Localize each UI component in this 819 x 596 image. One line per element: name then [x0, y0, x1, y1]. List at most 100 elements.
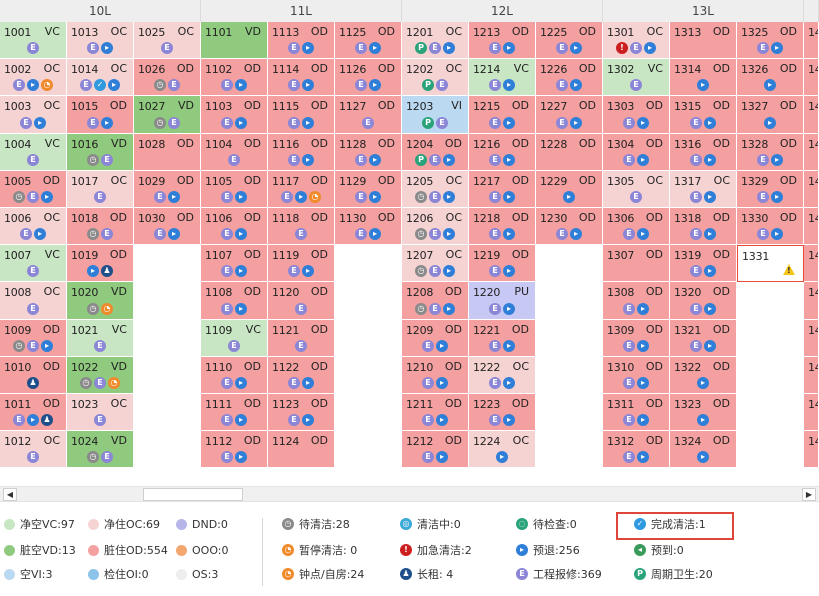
room-cell[interactable]: 1122 OD E ▸	[268, 356, 335, 394]
room-cell[interactable]: 1210 OD E ▸	[402, 356, 469, 394]
room-cell[interactable]: 14	[804, 59, 819, 97]
room-cell[interactable]: 1011 OD E ▸ ♟	[0, 394, 67, 432]
room-cell[interactable]: 1004 VC E	[0, 133, 67, 171]
room-cell[interactable]: 1204 OD P E ▸	[402, 133, 469, 171]
room-cell[interactable]: 1022 VD ◷ E ◔	[67, 356, 134, 394]
room-cell[interactable]: 1126 OD E ▸	[335, 59, 402, 97]
room-cell[interactable]: 1217 OD E ▸	[469, 170, 536, 208]
room-cell[interactable]: 1308 OD E ▸	[603, 282, 670, 320]
room-cell[interactable]: 1129 OD E ▸	[335, 170, 402, 208]
room-cell[interactable]: 1317 OC E ▸	[670, 170, 737, 208]
room-cell[interactable]: 1003 OC E ▸	[0, 96, 67, 134]
room-cell[interactable]: 1327 OD ▸	[737, 96, 804, 134]
room-cell[interactable]: 1020 VD ◷ ◔	[67, 282, 134, 320]
room-cell[interactable]: 1310 OD E ▸	[603, 356, 670, 394]
room-cell[interactable]: 1007 VC E	[0, 245, 67, 283]
room-cell[interactable]: 1201 OC P E ▸	[402, 22, 469, 60]
room-cell[interactable]: 1005 OD ◷ E ▸	[0, 170, 67, 208]
room-cell[interactable]: 1214 VC E ▸	[469, 59, 536, 97]
room-cell[interactable]: 14	[804, 22, 819, 60]
room-cell[interactable]: 1324 OD ▸	[670, 431, 737, 469]
room-cell[interactable]: 1320 OD E ▸	[670, 282, 737, 320]
room-cell[interactable]: 1225 OD E ▸	[536, 22, 603, 60]
room-cell[interactable]: 14	[804, 356, 819, 394]
room-cell[interactable]: 1230 OD E ▸	[536, 208, 603, 246]
room-cell[interactable]: 1302 VC E	[603, 59, 670, 97]
room-cell[interactable]: 1315 OD E ▸	[670, 96, 737, 134]
room-cell[interactable]: 1014 OC E ✓ ▸	[67, 59, 134, 97]
room-cell[interactable]: 1130 OD E ▸	[335, 208, 402, 246]
room-cell[interactable]: 1118 OD E	[268, 208, 335, 246]
room-cell[interactable]: 1101 VD	[201, 22, 268, 60]
room-cell[interactable]: 1105 OD E ▸	[201, 170, 268, 208]
room-cell[interactable]: 1329 OD E ▸	[737, 170, 804, 208]
room-cell[interactable]: 1213 OD E ▸	[469, 22, 536, 60]
room-cell[interactable]: 1119 OD E ▸	[268, 245, 335, 283]
room-cell[interactable]: 1024 VD ◷ E	[67, 431, 134, 469]
room-cell[interactable]: 1314 OD ▸	[670, 59, 737, 97]
room-cell[interactable]: 1223 OD E ▸	[469, 394, 536, 432]
room-cell[interactable]: 1221 OD E ▸	[469, 319, 536, 357]
room-cell[interactable]: 1026 OD ◷ E	[134, 59, 201, 97]
room-cell[interactable]: 1019 OD ▸ ♟	[67, 245, 134, 283]
room-cell[interactable]: 1303 OD E ▸	[603, 96, 670, 134]
room-cell[interactable]: 14	[804, 133, 819, 171]
room-cell[interactable]: 1301 OC! E ▸	[603, 22, 670, 60]
room-cell[interactable]: 14	[804, 245, 819, 283]
room-cell[interactable]: 1012 OC E	[0, 431, 67, 469]
room-cell[interactable]: 1027 VD ◷ E	[134, 96, 201, 134]
room-cell[interactable]: 14	[804, 170, 819, 208]
room-cell[interactable]: 1008 OC E	[0, 282, 67, 320]
room-cell[interactable]: 1325 OD E ▸	[737, 22, 804, 60]
room-cell[interactable]: 1226 OD E ▸	[536, 59, 603, 97]
room-cell[interactable]: 1102 OD E ▸	[201, 59, 268, 97]
room-cell[interactable]: 1206 OC ◷ E ▸	[402, 208, 469, 246]
room-cell[interactable]: 1222 OC E ▸	[469, 356, 536, 394]
room-cell[interactable]: 1209 OD E ▸	[402, 319, 469, 357]
room-cell[interactable]: 1120 OD E	[268, 282, 335, 320]
room-cell[interactable]: 1111 OD E ▸	[201, 394, 268, 432]
room-cell[interactable]: 1108 OD E ▸	[201, 282, 268, 320]
room-cell[interactable]: 1216 OD E ▸	[469, 133, 536, 171]
room-cell[interactable]: 1010 OD ♟	[0, 356, 67, 394]
room-cell[interactable]: 1207 OC ◷ E ▸	[402, 245, 469, 283]
scroll-right-button[interactable]: ▶	[802, 488, 816, 501]
room-cell[interactable]: 1017 OC E	[67, 170, 134, 208]
room-cell[interactable]: 1219 OD E ▸	[469, 245, 536, 283]
room-cell[interactable]: 1319 OD E ▸	[670, 245, 737, 283]
room-cell[interactable]: 1312 OD E ▸	[603, 431, 670, 469]
room-cell[interactable]: 1015 OD E ▸	[67, 96, 134, 134]
room-cell[interactable]: 1112 OD E ▸	[201, 431, 268, 469]
room-cell[interactable]: 1228 OD	[536, 133, 603, 171]
room-cell[interactable]: 1128 OD E ▸	[335, 133, 402, 171]
room-cell[interactable]: 1316 OD E ▸	[670, 133, 737, 171]
room-cell[interactable]: 14	[804, 431, 819, 469]
room-cell[interactable]: 1025 OC E	[134, 22, 201, 60]
room-cell[interactable]: 1229 OD ▸	[536, 170, 603, 208]
room-cell[interactable]: 1001 VC E	[0, 22, 67, 60]
room-cell[interactable]: 1212 OD E ▸	[402, 431, 469, 469]
room-cell[interactable]: 1106 OD E ▸	[201, 208, 268, 246]
room-cell[interactable]: 1227 OD E ▸	[536, 96, 603, 134]
room-cell[interactable]: 1318 OD E ▸	[670, 208, 737, 246]
room-cell[interactable]: 1224 OC ▸	[469, 431, 536, 469]
room-cell[interactable]: 1326 OD ▸	[737, 59, 804, 97]
room-cell[interactable]: 1117 OD E ▸ ◔	[268, 170, 335, 208]
room-cell[interactable]: 1202 OC P E	[402, 59, 469, 97]
room-cell[interactable]: 14	[804, 319, 819, 357]
room-cell[interactable]: 1115 OD E ▸	[268, 96, 335, 134]
room-cell[interactable]: 1309 OD E ▸	[603, 319, 670, 357]
room-cell[interactable]: 1127 OD E	[335, 96, 402, 134]
room-cell[interactable]: 1323 OD ▸	[670, 394, 737, 432]
room-cell[interactable]: 1304 OD E ▸	[603, 133, 670, 171]
room-cell[interactable]: 1104 OD E	[201, 133, 268, 171]
room-cell[interactable]: 1107 OD E ▸	[201, 245, 268, 283]
room-cell[interactable]: 1123 OD E ▸	[268, 394, 335, 432]
room-cell[interactable]: 1110 OD E ▸	[201, 356, 268, 394]
room-cell[interactable]: 1030 OD E ▸	[134, 208, 201, 246]
room-cell[interactable]: 1002 OC E ▸ ◔	[0, 59, 67, 97]
room-cell[interactable]: 1006 OC E ▸	[0, 208, 67, 246]
room-cell[interactable]: 1009 OD ◷ E ▸	[0, 319, 67, 357]
room-cell[interactable]: 1029 OD E ▸	[134, 170, 201, 208]
room-cell[interactable]: 1205 OC ◷ E ▸	[402, 170, 469, 208]
